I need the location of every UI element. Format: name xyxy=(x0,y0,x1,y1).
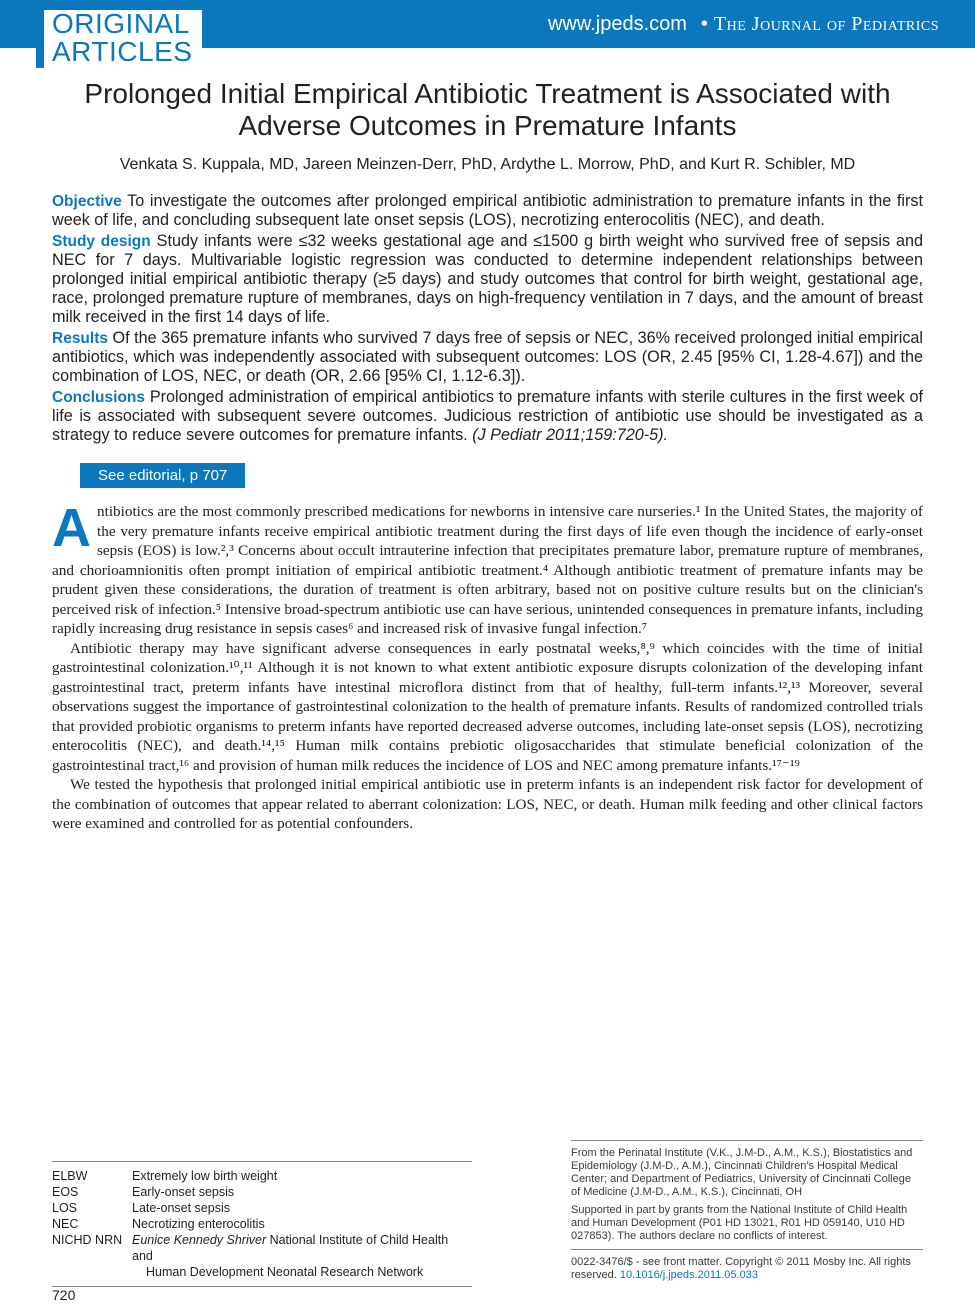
objective-text: To investigate the outcomes after prolon… xyxy=(52,192,923,229)
abbreviations-box: ELBWExtremely low birth weightEOSEarly-o… xyxy=(52,1161,472,1287)
objective-heading: Objective xyxy=(52,193,122,210)
abstract-citation: (J Pediatr 2011;159:720-5). xyxy=(472,426,668,444)
body-text: Antibiotics are the most commonly prescr… xyxy=(52,502,923,834)
design-text: Study infants were ≤32 weeks gestational… xyxy=(52,232,923,326)
author-list: Venkata S. Kuppala, MD, Jareen Meinzen-D… xyxy=(52,156,923,174)
results-text: Of the 365 premature infants who survive… xyxy=(52,329,923,385)
abbreviations-table: ELBWExtremely low birth weightEOSEarly-o… xyxy=(52,1168,472,1280)
body-paragraph-1: Antibiotics are the most commonly prescr… xyxy=(52,502,923,639)
table-row: ELBWExtremely low birth weight xyxy=(52,1168,472,1184)
abbrev-key: ELBW xyxy=(52,1168,132,1184)
rule-1 xyxy=(571,1140,923,1141)
abbrev-key: NICHD NRN xyxy=(52,1232,132,1264)
section-label-line1: ORIGINAL xyxy=(52,10,192,38)
journal-name: The Journal of Pediatrics xyxy=(714,13,939,36)
abbrev-def: Human Development Neonatal Research Netw… xyxy=(132,1264,472,1280)
footer-area: ELBWExtremely low birth weightEOSEarly-o… xyxy=(52,1134,923,1287)
table-row: NECNecrotizing enterocolitis xyxy=(52,1216,472,1232)
body-paragraph-2: Antibiotic therapy may have significant … xyxy=(52,639,923,776)
doi-link[interactable]: 10.1016/j.jpeds.2011.05.033 xyxy=(620,1269,758,1281)
abbrev-def: Necrotizing enterocolitis xyxy=(132,1216,472,1232)
affiliation-from: From the Perinatal Institute (V.K., J.M-… xyxy=(571,1147,923,1199)
abstract-conclusions: Conclusions Prolonged administration of … xyxy=(52,388,923,445)
table-row: Human Development Neonatal Research Netw… xyxy=(52,1264,472,1280)
p1-text: ntibiotics are the most commonly prescri… xyxy=(52,503,923,637)
abstract-design: Study design Study infants were ≤32 week… xyxy=(52,232,923,327)
separator-dot: • xyxy=(701,13,708,36)
abbrev-def: Early-onset sepsis xyxy=(132,1184,472,1200)
editorial-link-box[interactable]: See editorial, p 707 xyxy=(80,463,245,488)
table-row: NICHD NRNEunice Kennedy Shriver National… xyxy=(52,1232,472,1264)
copyright-line: 0022-3476/$ - see front matter. Copyrigh… xyxy=(571,1256,923,1282)
affiliation-support: Supported in part by grants from the Nat… xyxy=(571,1204,923,1243)
table-row: EOSEarly-onset sepsis xyxy=(52,1184,472,1200)
article-content: Prolonged Initial Empirical Antibiotic T… xyxy=(0,48,975,834)
abbrev-key: NEC xyxy=(52,1216,132,1232)
results-heading: Results xyxy=(52,330,108,347)
abbrev-key: LOS xyxy=(52,1200,132,1216)
article-title: Prolonged Initial Empirical Antibiotic T… xyxy=(52,78,923,142)
abbrev-def: Eunice Kennedy Shriver National Institut… xyxy=(132,1232,472,1264)
affiliations-box: From the Perinatal Institute (V.K., J.M-… xyxy=(571,1134,923,1287)
section-label-line2: ARTICLES xyxy=(52,38,192,66)
table-row: LOSLate-onset sepsis xyxy=(52,1200,472,1216)
abstract: Objective To investigate the outcomes af… xyxy=(52,192,923,445)
abbrev-key xyxy=(52,1264,132,1280)
conclusions-heading: Conclusions xyxy=(52,389,145,406)
abstract-objective: Objective To investigate the outcomes af… xyxy=(52,192,923,230)
editorial-link-text: See editorial, p 707 xyxy=(98,467,227,484)
abbrev-key: EOS xyxy=(52,1184,132,1200)
abstract-results: Results Of the 365 premature infants who… xyxy=(52,329,923,386)
abbrev-def: Extremely low birth weight xyxy=(132,1168,472,1184)
journal-url[interactable]: www.jpeds.com xyxy=(548,13,687,36)
page-number: 720 xyxy=(52,1287,75,1303)
section-label: ORIGINAL ARTICLES xyxy=(36,10,202,68)
rule-2 xyxy=(571,1249,923,1250)
design-heading: Study design xyxy=(52,233,151,250)
abbrev-def: Late-onset sepsis xyxy=(132,1200,472,1216)
body-paragraph-3: We tested the hypothesis that prolonged … xyxy=(52,775,923,834)
dropcap: A xyxy=(52,502,97,550)
